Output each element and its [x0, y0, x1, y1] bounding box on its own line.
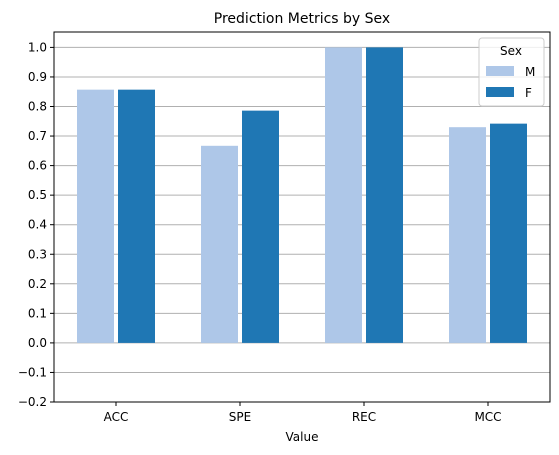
legend: Sex M F — [479, 38, 544, 106]
bar-f-acc — [118, 90, 155, 343]
bar-f-rec — [366, 47, 403, 343]
x-tick-label: MCC — [474, 410, 501, 424]
legend-title: Sex — [500, 44, 522, 58]
y-tick-label: 0.8 — [28, 100, 47, 114]
bar-m-mcc — [449, 127, 486, 343]
bar-m-acc — [77, 90, 114, 343]
y-tick-label: 0.4 — [28, 218, 47, 232]
x-tick-label: SPE — [229, 410, 251, 424]
y-tick-label: 0.3 — [28, 247, 47, 261]
y-tick-label: 0.0 — [28, 336, 47, 350]
bar-m-spe — [201, 146, 238, 343]
x-tick-label: ACC — [104, 410, 129, 424]
y-tick-label: −0.2 — [18, 395, 47, 409]
y-axis: −0.2 −0.1 0.0 0.1 0.2 0.3 0.4 0.5 0.6 0.7 0.8 0.9 1.… — [18, 40, 54, 409]
y-tick-label: −0.1 — [18, 365, 47, 379]
x-tick-label: REC — [352, 410, 376, 424]
legend-label-f: F — [525, 86, 532, 100]
bar-f-mcc — [490, 124, 527, 343]
y-tick-label: 0.2 — [28, 277, 47, 291]
legend-swatch-f — [486, 87, 514, 97]
y-tick-label: 0.1 — [28, 306, 47, 320]
y-tick-label: 0.9 — [28, 70, 47, 84]
x-axis: ACC SPE REC MCC — [104, 402, 502, 424]
legend-label-m: M — [525, 65, 535, 79]
y-tick-label: 1.0 — [28, 40, 47, 54]
bar-f-spe — [242, 111, 279, 343]
y-tick-label: 0.6 — [28, 159, 47, 173]
y-tick-label: 0.7 — [28, 129, 47, 143]
x-axis-label: Value — [286, 430, 319, 444]
bar-m-rec — [325, 47, 362, 343]
chart-title: Prediction Metrics by Sex — [214, 11, 390, 27]
y-tick-label: 0.5 — [28, 188, 47, 202]
legend-swatch-m — [486, 66, 514, 76]
